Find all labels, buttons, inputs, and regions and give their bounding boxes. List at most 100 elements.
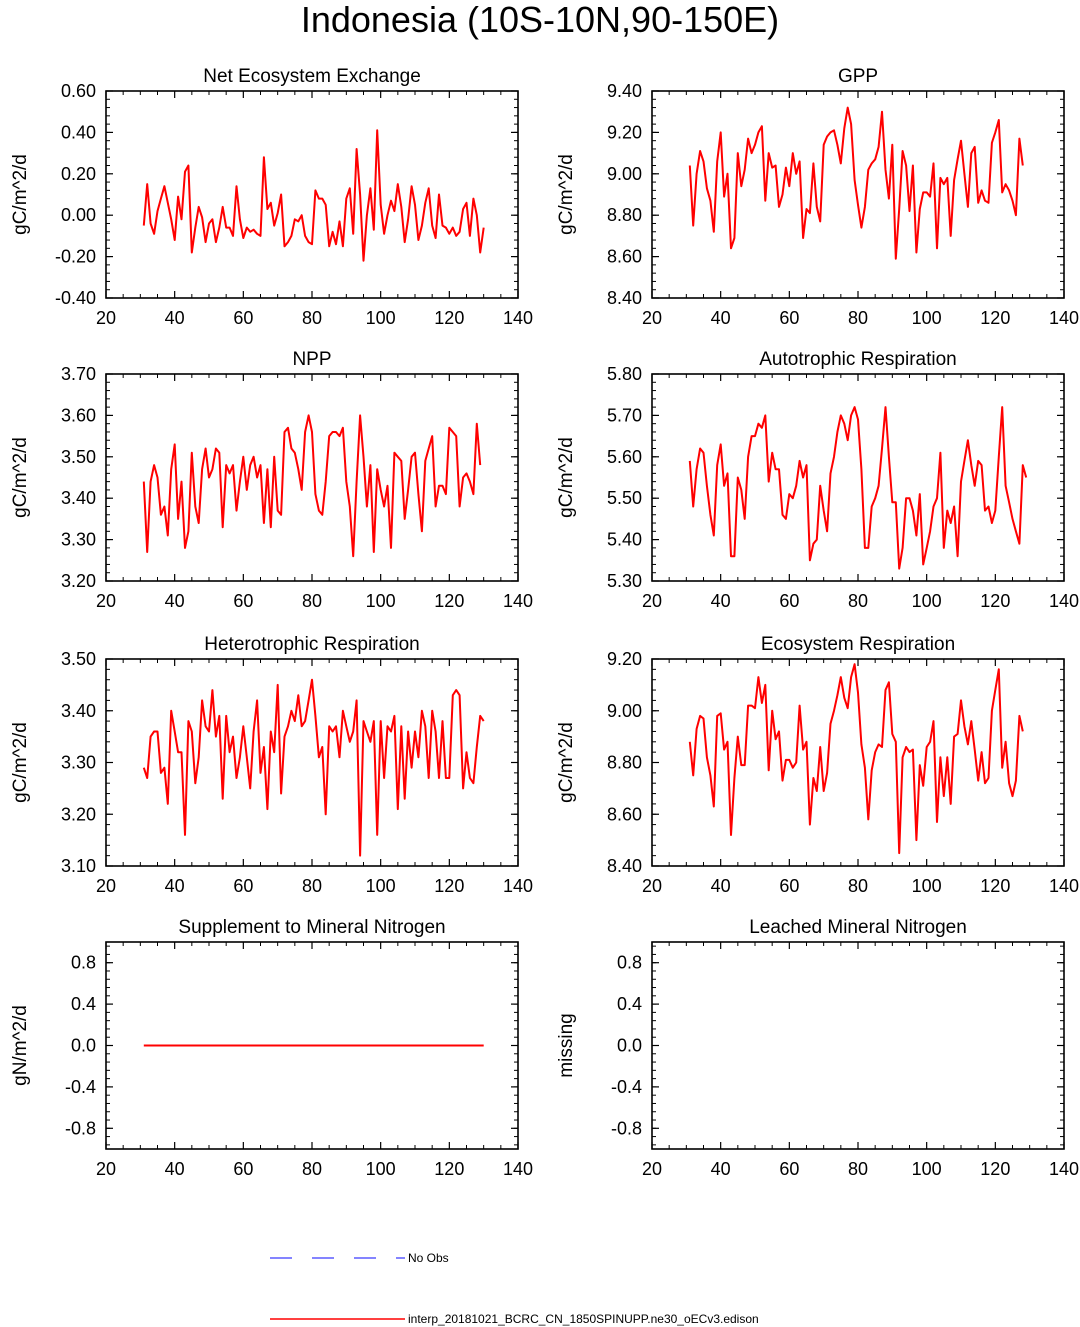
y-tick-label: 9.20 [607, 122, 642, 142]
y-tick-label: 8.80 [607, 205, 642, 225]
y-tick-label: 3.50 [61, 447, 96, 467]
chart-title: Autotrophic Respiration [759, 349, 957, 370]
y-tick-label: 0.4 [71, 994, 96, 1014]
x-tick-label: 60 [779, 591, 799, 611]
x-tick-label: 60 [779, 876, 799, 896]
y-tick-label: 9.00 [607, 701, 642, 721]
y-axis-label: gC/m^2/d [10, 722, 31, 803]
x-tick-label: 120 [434, 308, 464, 328]
y-tick-label: 0.4 [617, 994, 642, 1014]
y-tick-label: 8.40 [607, 856, 642, 876]
y-tick-label: 0.8 [71, 953, 96, 973]
y-tick-label: -0.40 [55, 288, 96, 308]
x-tick-label: 120 [434, 876, 464, 896]
y-tick-label: 3.60 [61, 405, 96, 425]
chart-title: GPP [838, 66, 878, 87]
x-tick-label: 60 [233, 876, 253, 896]
y-tick-label: 3.10 [61, 856, 96, 876]
x-tick-label: 80 [302, 591, 322, 611]
y-tick-label: 5.50 [607, 488, 642, 508]
x-tick-label: 80 [848, 876, 868, 896]
x-tick-label: 40 [165, 591, 185, 611]
series-line [142, 678, 485, 857]
x-tick-label: 100 [366, 591, 396, 611]
x-tick-label: 40 [711, 308, 731, 328]
x-tick-label: 140 [1049, 308, 1079, 328]
x-tick-label: 60 [779, 308, 799, 328]
x-tick-label: 40 [711, 591, 731, 611]
x-tick-label: 140 [503, 876, 533, 896]
y-tick-label: 3.20 [61, 571, 96, 591]
y-tick-label: 9.00 [607, 164, 642, 184]
chart-title: NPP [292, 349, 331, 370]
y-tick-label: 0.20 [61, 164, 96, 184]
series-line [688, 406, 1028, 570]
chart-title: Heterotrophic Respiration [204, 634, 419, 655]
x-tick-label: 100 [912, 308, 942, 328]
y-tick-label: 3.40 [61, 701, 96, 721]
y-tick-label: -0.8 [611, 1118, 642, 1138]
y-tick-label: 3.30 [61, 753, 96, 773]
y-tick-label: -0.4 [65, 1077, 96, 1097]
y-tick-label: 3.30 [61, 530, 96, 550]
plot-frame [105, 658, 519, 867]
x-tick-label: 140 [503, 308, 533, 328]
y-axis-label: gC/m^2/d [556, 722, 577, 803]
x-tick-label: 140 [1049, 591, 1079, 611]
x-tick-label: 120 [980, 591, 1010, 611]
x-tick-label: 80 [848, 308, 868, 328]
y-tick-label: 0.60 [61, 81, 96, 101]
plot-frame [651, 90, 1065, 299]
series-line [688, 663, 1024, 855]
chart-title: Ecosystem Respiration [761, 634, 955, 655]
y-tick-label: 9.20 [607, 649, 642, 669]
x-tick-label: 60 [233, 1159, 253, 1179]
plot-frame [105, 941, 519, 1150]
plot-frame [651, 941, 1065, 1150]
x-tick-label: 120 [434, 1159, 464, 1179]
y-axis-label: gC/m^2/d [556, 437, 577, 518]
x-tick-label: 80 [848, 1159, 868, 1179]
y-tick-label: 9.40 [607, 81, 642, 101]
series-line [142, 129, 485, 262]
x-tick-label: 120 [980, 1159, 1010, 1179]
chart-panel: GPP gC/m^2/d 20 40 60 80 100 120 140 8.40 8.60 8.80… [556, 66, 1079, 328]
y-tick-label: 3.40 [61, 488, 96, 508]
y-tick-label: 8.60 [607, 804, 642, 824]
x-tick-label: 40 [711, 876, 731, 896]
x-tick-label: 20 [96, 591, 116, 611]
series-line [688, 106, 1024, 260]
y-tick-label: 0.0 [617, 1036, 642, 1056]
y-tick-label: 5.40 [607, 530, 642, 550]
x-tick-label: 100 [366, 1159, 396, 1179]
chart-panel: Net Ecosystem Exchange gC/m^2/d 20 40 60 80 10… [10, 66, 533, 328]
chart-panel: Leached Mineral Nitrogen missing 20 40 60 80 1… [556, 917, 1079, 1179]
y-tick-label: -0.8 [65, 1118, 96, 1138]
x-tick-label: 120 [980, 308, 1010, 328]
y-tick-label: 5.60 [607, 447, 642, 467]
figure-title: Indonesia (10S-10N,90-150E) [300, 0, 780, 40]
legend-obs-label: No Obs [408, 1251, 449, 1265]
y-tick-label: 8.60 [607, 247, 642, 267]
x-tick-label: 100 [912, 1159, 942, 1179]
x-tick-label: 20 [642, 1159, 662, 1179]
x-tick-label: 40 [165, 876, 185, 896]
y-tick-label: 5.70 [607, 405, 642, 425]
y-tick-label: 5.30 [607, 571, 642, 591]
chart-panel: Supplement to Mineral Nitrogen gN/m^2/d 20… [10, 917, 533, 1179]
y-tick-label: 0.00 [61, 205, 96, 225]
x-tick-label: 60 [779, 1159, 799, 1179]
x-tick-label: 80 [848, 591, 868, 611]
y-tick-label: 3.20 [61, 804, 96, 824]
y-axis-label: gN/m^2/d [10, 1005, 31, 1086]
x-tick-label: 140 [1049, 876, 1079, 896]
y-tick-label: 3.70 [61, 364, 96, 384]
x-tick-label: 80 [302, 876, 322, 896]
y-axis-label: missing [556, 1013, 577, 1077]
x-tick-label: 100 [912, 876, 942, 896]
plot-frame [105, 373, 519, 582]
series-line [142, 414, 482, 558]
y-tick-label: -0.4 [611, 1077, 642, 1097]
x-tick-label: 40 [711, 1159, 731, 1179]
chart-panel: Autotrophic Respiration gC/m^2/d 20 40 60 80 1… [556, 349, 1079, 611]
